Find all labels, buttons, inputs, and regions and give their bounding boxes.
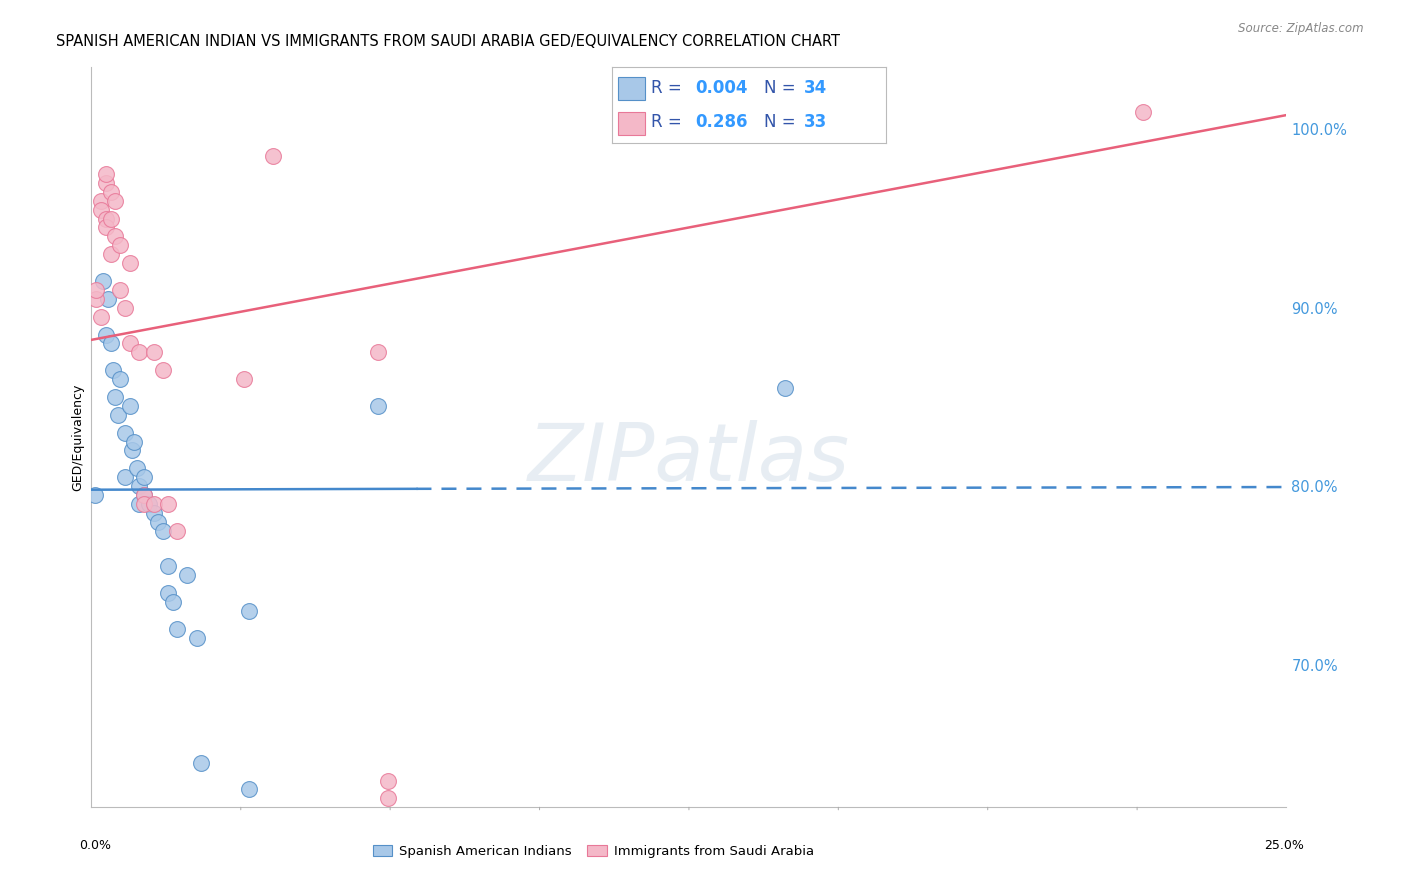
Point bbox=[238, 782, 260, 797]
Point bbox=[132, 488, 155, 502]
Bar bbox=[619, 112, 644, 136]
Point bbox=[93, 274, 114, 288]
Text: 0.0%: 0.0% bbox=[80, 839, 111, 852]
Point bbox=[100, 336, 122, 351]
Point bbox=[128, 497, 150, 511]
Point bbox=[94, 220, 117, 235]
Point bbox=[94, 327, 117, 342]
Point bbox=[142, 345, 165, 359]
Text: 33: 33 bbox=[804, 113, 827, 131]
Point bbox=[101, 363, 124, 377]
Point bbox=[238, 604, 260, 618]
Point bbox=[773, 381, 796, 395]
Point bbox=[142, 497, 165, 511]
Y-axis label: GED/Equivalency: GED/Equivalency bbox=[72, 384, 84, 491]
Point bbox=[124, 434, 146, 449]
Point bbox=[94, 211, 117, 226]
Point bbox=[90, 310, 112, 324]
Point bbox=[132, 470, 155, 484]
Point bbox=[367, 345, 389, 359]
Point bbox=[132, 497, 155, 511]
Bar bbox=[619, 77, 644, 100]
Point bbox=[94, 176, 117, 190]
Text: R =: R = bbox=[651, 79, 688, 97]
Point bbox=[108, 238, 131, 252]
Point bbox=[84, 283, 107, 297]
Point bbox=[114, 425, 136, 440]
Text: 34: 34 bbox=[804, 79, 827, 97]
Point bbox=[90, 194, 112, 208]
Point bbox=[142, 506, 165, 520]
Point bbox=[118, 336, 141, 351]
Text: Source: ZipAtlas.com: Source: ZipAtlas.com bbox=[1239, 22, 1364, 36]
Legend: Spanish American Indians, Immigrants from Saudi Arabia: Spanish American Indians, Immigrants fro… bbox=[367, 840, 820, 863]
Point bbox=[108, 283, 131, 297]
Point bbox=[114, 470, 136, 484]
Point bbox=[84, 488, 107, 502]
Point bbox=[166, 622, 188, 636]
Point bbox=[132, 488, 155, 502]
Text: N =: N = bbox=[763, 79, 800, 97]
Point bbox=[118, 256, 141, 270]
Point bbox=[367, 399, 389, 413]
Point bbox=[156, 497, 179, 511]
Point bbox=[1132, 104, 1154, 119]
Point bbox=[100, 247, 122, 261]
Point bbox=[152, 363, 174, 377]
Point bbox=[100, 211, 122, 226]
Point bbox=[148, 515, 170, 529]
Text: 0.286: 0.286 bbox=[695, 113, 748, 131]
Point bbox=[186, 631, 208, 645]
Point bbox=[152, 524, 174, 538]
Point bbox=[100, 185, 122, 199]
Point bbox=[114, 301, 136, 315]
Point bbox=[104, 229, 127, 244]
Point bbox=[125, 461, 148, 475]
Point bbox=[166, 524, 188, 538]
Point bbox=[190, 756, 212, 770]
Point bbox=[138, 497, 160, 511]
Point bbox=[156, 559, 179, 574]
Point bbox=[262, 149, 284, 163]
Point bbox=[104, 194, 127, 208]
Text: R =: R = bbox=[651, 113, 688, 131]
Text: SPANISH AMERICAN INDIAN VS IMMIGRANTS FROM SAUDI ARABIA GED/EQUIVALENCY CORRELAT: SPANISH AMERICAN INDIAN VS IMMIGRANTS FR… bbox=[56, 34, 841, 49]
Point bbox=[377, 791, 399, 805]
Text: 25.0%: 25.0% bbox=[1264, 839, 1303, 852]
Point bbox=[107, 408, 129, 422]
Text: N =: N = bbox=[763, 113, 800, 131]
Point bbox=[118, 399, 141, 413]
Point bbox=[97, 292, 120, 306]
Point bbox=[90, 202, 112, 217]
Point bbox=[128, 479, 150, 493]
Point bbox=[233, 372, 256, 386]
Point bbox=[121, 443, 143, 458]
Point bbox=[94, 167, 117, 181]
Point bbox=[162, 595, 184, 609]
Point bbox=[108, 372, 131, 386]
Point bbox=[104, 390, 127, 404]
Point bbox=[128, 345, 150, 359]
Point bbox=[156, 586, 179, 600]
Point bbox=[84, 292, 107, 306]
Text: 0.004: 0.004 bbox=[695, 79, 748, 97]
Text: ZIPatlas: ZIPatlas bbox=[527, 420, 851, 499]
Point bbox=[176, 568, 198, 582]
Point bbox=[377, 773, 399, 788]
